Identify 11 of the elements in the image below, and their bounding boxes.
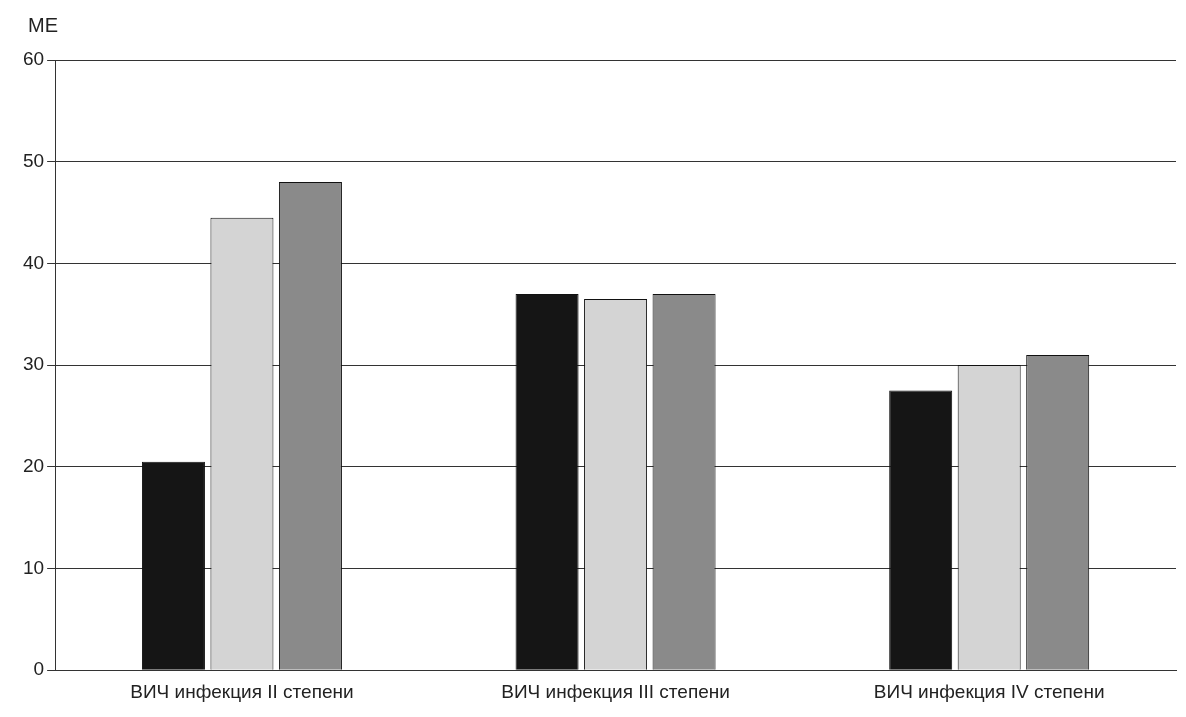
y-tick-label: 30 xyxy=(22,353,45,375)
x-tick-label: ВИЧ инфекция IV степени xyxy=(873,680,1105,702)
y-tick-label: 20 xyxy=(22,455,45,477)
y-tick-label: 0 xyxy=(33,658,45,680)
y-tick-label: 60 xyxy=(22,48,45,70)
x-tick-label: ВИЧ инфекция II степени xyxy=(130,680,354,702)
x-tick-label: ВИЧ инфекция III степени xyxy=(501,680,730,702)
y-tick-label: 50 xyxy=(22,149,45,171)
y-tick-label: 40 xyxy=(22,251,45,273)
y-axis-title: МЕ xyxy=(28,14,58,37)
y-tick-label: 10 xyxy=(22,556,45,578)
